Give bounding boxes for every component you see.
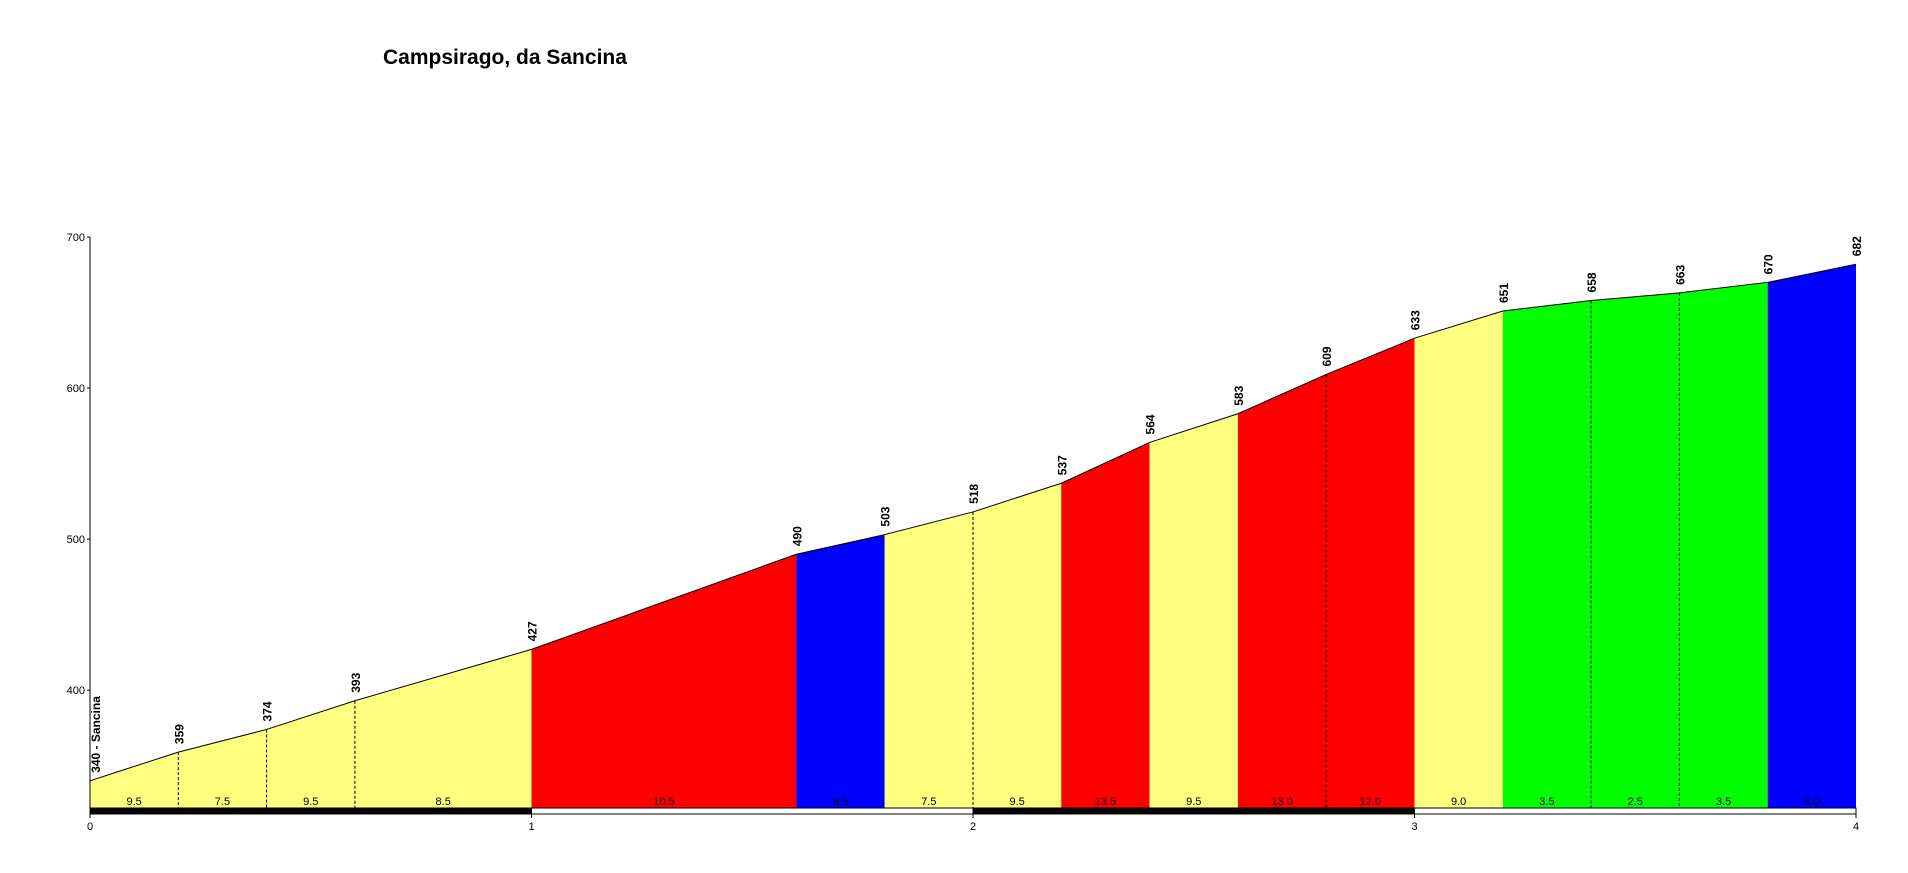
elevation-label: 609 — [1320, 346, 1334, 366]
segment-12 — [1414, 311, 1503, 808]
segment-dividers — [177, 292, 1680, 808]
gradient-label: 13.5 — [1095, 796, 1116, 808]
profile-line — [89, 263, 1857, 782]
segment-6 — [884, 511, 973, 808]
segment-1 — [178, 729, 267, 808]
x-tick-label: 2 — [970, 821, 976, 833]
gradient-label: 9.5 — [1186, 796, 1201, 808]
segment-0 — [90, 752, 179, 808]
elevation-label: 359 — [172, 724, 186, 744]
y-tick-label: 500 — [67, 534, 85, 546]
segment-13 — [1502, 300, 1592, 808]
elevation-label: 670 — [1762, 254, 1776, 274]
gradient-label: 9.5 — [1010, 796, 1025, 808]
elevation-labels: 340 - Sancina 359 374 393 427 490 503 518 537 564… — [89, 236, 1864, 773]
gradient-label: 13.0 — [1271, 796, 1292, 808]
elevation-label: 651 — [1497, 283, 1511, 303]
segment-10 — [1237, 374, 1327, 808]
chart-title: Campsirago, da Sancina — [383, 46, 627, 69]
segment-5 — [796, 534, 885, 808]
gradient-label: 9.0 — [1451, 796, 1466, 808]
y-axis: 400 500 600 700 — [67, 232, 91, 808]
segment-2 — [266, 700, 355, 808]
x-tick-label: 1 — [528, 821, 534, 833]
gradient-label: 12.0 — [1360, 796, 1381, 808]
x-tick-label: 3 — [1411, 821, 1417, 833]
elevation-label: 564 — [1144, 414, 1158, 434]
elevation-label: 374 — [261, 701, 275, 721]
elevation-label: 583 — [1232, 385, 1246, 405]
gradient-labels: 9.5 7.5 9.5 8.5 10.5 6.5 7.5 9.5 13.5 9.5 13.0 12.0… — [127, 796, 1820, 808]
segment-4 — [531, 554, 797, 808]
segment-7 — [973, 483, 1062, 808]
elevation-label: 658 — [1585, 272, 1599, 292]
elevation-label: 490 — [790, 526, 804, 546]
y-tick-label: 700 — [67, 232, 85, 244]
segment-11 — [1326, 338, 1415, 808]
segment-8 — [1061, 442, 1150, 808]
profile-outline — [89, 263, 1857, 782]
start-elevation-label: 340 - Sancina — [89, 696, 103, 773]
y-tick-label: 600 — [67, 383, 85, 395]
segment-3 — [354, 649, 532, 808]
gradient-label: 3.5 — [1716, 796, 1731, 808]
gradient-label: 9.5 — [127, 796, 142, 808]
gradient-label: 6.0 — [1804, 796, 1819, 808]
segment-15 — [1679, 282, 1768, 808]
km-bar-segment — [1414, 807, 1857, 815]
segment-14 — [1591, 292, 1680, 808]
x-axis: 0 1 2 3 4 — [87, 814, 1859, 833]
elevation-label: 518 — [967, 484, 981, 504]
elevation-label: 663 — [1673, 265, 1687, 285]
x-tick-label: 0 — [87, 821, 93, 833]
km-bar-segment — [972, 807, 1415, 815]
elevation-label: 427 — [526, 621, 540, 641]
elevation-label: 503 — [879, 506, 893, 526]
kilometer-bar — [89, 807, 1857, 815]
gradient-label: 7.5 — [215, 796, 230, 808]
elevation-label: 537 — [1055, 455, 1069, 475]
gradient-label: 8.5 — [436, 796, 451, 808]
gradient-label: 6.5 — [833, 796, 848, 808]
y-tick-label: 400 — [67, 685, 85, 697]
km-bar-segment — [531, 807, 974, 815]
gradient-label: 3.5 — [1539, 796, 1554, 808]
x-tick-label: 4 — [1853, 821, 1859, 833]
segment-9 — [1149, 413, 1238, 808]
km-bar-segment — [89, 807, 532, 815]
elevation-label: 682 — [1850, 236, 1864, 256]
elevation-label: 393 — [349, 672, 363, 692]
gradient-label: 2.5 — [1628, 796, 1643, 808]
gradient-label: 10.5 — [653, 796, 674, 808]
gradient-label: 7.5 — [921, 796, 936, 808]
gradient-label: 9.5 — [303, 796, 318, 808]
segment-16 — [1767, 264, 1856, 808]
gradient-segments — [90, 264, 1856, 808]
elevation-label: 633 — [1409, 310, 1423, 330]
